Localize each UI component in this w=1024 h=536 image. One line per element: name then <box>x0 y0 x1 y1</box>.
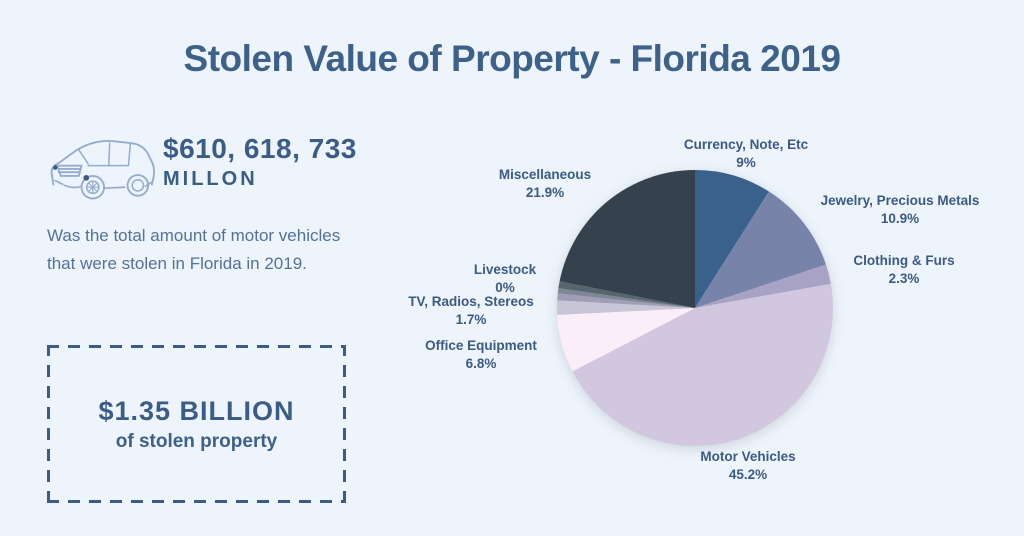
pie-label-pct: 45.2% <box>728 466 768 482</box>
pie-label-name: Livestock <box>473 262 537 277</box>
callout-dashed-box: $1.35 BILLION of stolen property <box>47 345 346 503</box>
pie-label-name: TV, Radios, Stereos <box>408 294 534 309</box>
callout-subline: of stolen property <box>115 430 278 452</box>
pie-label-pct: 1.7% <box>455 311 487 327</box>
callout-headline: $1.35 BILLION <box>98 395 295 426</box>
pie-label-miscellaneous: Miscellaneous 21.9% <box>499 166 591 201</box>
pie-slice-clothing-furs <box>695 264 831 308</box>
pie-label-pct: 9% <box>736 154 756 170</box>
pie-label-jewelry-precious-metals: Jewelry, Precious Metals 10.9% <box>821 192 980 227</box>
car-icon <box>50 140 155 200</box>
pie-slice-miscellaneous <box>559 170 695 308</box>
pie-label-name: Office Equipment <box>425 338 537 353</box>
pie-label-clothing-furs: Clothing & Furs 2.3% <box>853 252 954 287</box>
pie-slice-tv-radios-stereos <box>557 300 695 315</box>
pie-label-office-equipment: Office Equipment 6.8% <box>425 337 537 372</box>
pie-slice-livestock <box>557 288 695 308</box>
pie-slice-unlabeled <box>558 281 695 308</box>
pie-slice-currency-note-etc <box>695 170 769 308</box>
pie-label-pct: 10.9% <box>880 210 920 226</box>
pie-label-name: Clothing & Furs <box>853 253 955 268</box>
pie-label-motor-vehicles: Motor Vehicles 45.2% <box>700 448 795 483</box>
pie-label-currency-note-etc: Currency, Note, Etc 9% <box>684 136 808 171</box>
pie-slice-jewelry-precious-metals <box>695 191 826 308</box>
pie-label-name: Miscellaneous <box>498 167 592 182</box>
pie-label-pct: 2.3% <box>888 270 920 286</box>
pie-label-tv-radios-stereos: TV, Radios, Stereos 1.7% <box>408 293 534 328</box>
total-amount-block: $610, 618, 733 MILLON <box>163 133 357 191</box>
pie-label-name: Motor Vehicles <box>700 449 796 464</box>
page-title: Stolen Value of Property - Florida 2019 <box>183 38 841 79</box>
pie-slice-unlabeled <box>557 293 695 308</box>
pie-label-name: Jewelry, Precious Metals <box>820 193 980 208</box>
pie-slice-office-equipment <box>557 308 695 372</box>
pie-label-pct: 21.9% <box>525 184 565 200</box>
pie-label-pct: 6.8% <box>465 355 497 371</box>
pie-label-livestock: Livestock 0% <box>474 261 536 296</box>
pie-label-pct: 0% <box>495 279 515 295</box>
stat-description: Was the total amount of motor vehicles t… <box>47 226 341 273</box>
total-amount-unit: MILLON <box>163 168 258 190</box>
pie-slice-motor-vehicles <box>572 283 833 446</box>
pie-label-name: Currency, Note, Etc <box>683 137 809 152</box>
pie-chart <box>557 170 833 446</box>
total-amount-value: $610, 618, 733 <box>163 133 357 164</box>
